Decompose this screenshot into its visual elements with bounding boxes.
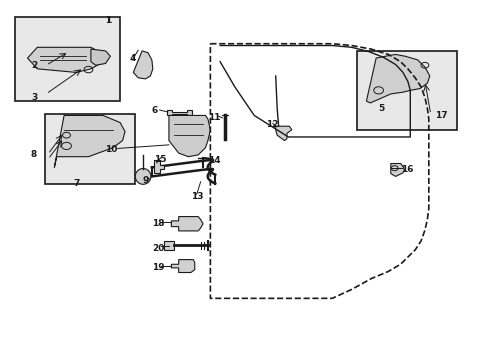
Text: 4: 4 <box>129 54 135 63</box>
Text: 16: 16 <box>400 165 412 174</box>
Text: 14: 14 <box>207 156 220 165</box>
Text: 13: 13 <box>190 192 203 201</box>
Polygon shape <box>274 126 291 140</box>
Polygon shape <box>91 49 110 65</box>
Polygon shape <box>171 217 203 231</box>
Text: 6: 6 <box>152 105 158 114</box>
Polygon shape <box>366 54 429 103</box>
Text: 15: 15 <box>154 155 166 164</box>
Polygon shape <box>135 168 151 184</box>
Polygon shape <box>167 110 191 116</box>
Text: 18: 18 <box>152 219 164 228</box>
Text: 2: 2 <box>31 61 37 70</box>
Text: 9: 9 <box>142 176 148 185</box>
Text: 12: 12 <box>266 120 278 129</box>
Text: 3: 3 <box>31 93 37 102</box>
Text: 1: 1 <box>104 16 111 25</box>
Text: 8: 8 <box>31 150 37 159</box>
Text: 17: 17 <box>434 111 447 120</box>
Polygon shape <box>168 116 210 157</box>
Text: 10: 10 <box>105 145 118 154</box>
Polygon shape <box>133 51 153 79</box>
Polygon shape <box>54 116 125 167</box>
Bar <box>44 114 135 184</box>
Text: 11: 11 <box>207 113 220 122</box>
Polygon shape <box>163 241 173 249</box>
Text: 7: 7 <box>73 179 79 188</box>
Polygon shape <box>390 163 404 176</box>
Bar <box>356 51 456 130</box>
Text: 19: 19 <box>152 264 164 273</box>
Polygon shape <box>154 160 163 173</box>
Polygon shape <box>171 260 194 273</box>
Polygon shape <box>27 47 105 72</box>
Text: 20: 20 <box>152 244 164 253</box>
Bar <box>15 17 120 101</box>
Text: 5: 5 <box>377 104 384 113</box>
